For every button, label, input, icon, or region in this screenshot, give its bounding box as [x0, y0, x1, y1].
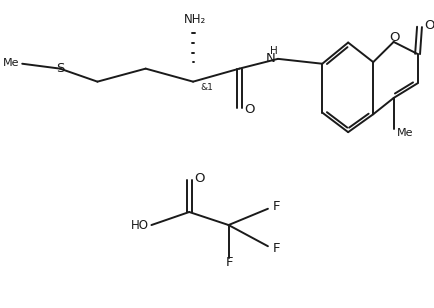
Text: NH₂: NH₂ — [184, 13, 206, 26]
Text: O: O — [389, 30, 400, 43]
Text: HO: HO — [131, 219, 148, 232]
Text: O: O — [424, 19, 434, 32]
Text: Me: Me — [397, 128, 413, 138]
Text: H: H — [270, 46, 278, 56]
Text: Me: Me — [3, 58, 19, 68]
Text: S: S — [56, 62, 64, 75]
Text: F: F — [226, 256, 233, 269]
Text: N: N — [266, 52, 276, 65]
Text: O: O — [194, 172, 204, 184]
Text: O: O — [244, 103, 255, 116]
Text: &1: &1 — [200, 83, 213, 92]
Text: F: F — [273, 200, 280, 213]
Text: F: F — [273, 242, 280, 255]
